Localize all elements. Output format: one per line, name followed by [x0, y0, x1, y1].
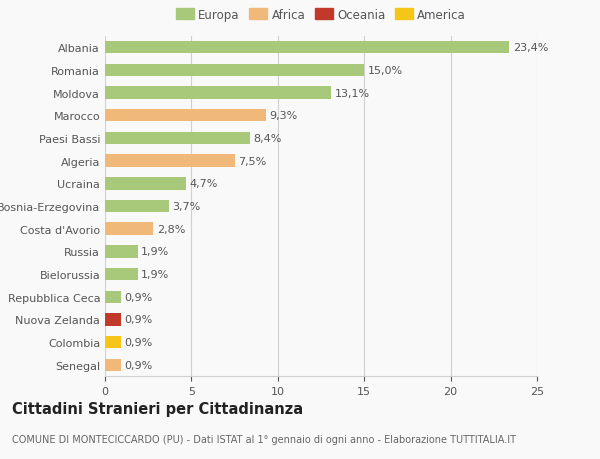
Text: 0,9%: 0,9% — [124, 315, 152, 325]
Text: 0,9%: 0,9% — [124, 360, 152, 370]
Bar — [105, 223, 154, 235]
Bar — [105, 313, 121, 326]
Text: 15,0%: 15,0% — [368, 66, 403, 76]
Text: 7,5%: 7,5% — [238, 156, 266, 166]
Text: 1,9%: 1,9% — [141, 269, 170, 280]
Text: 1,9%: 1,9% — [141, 247, 170, 257]
Bar — [105, 359, 121, 371]
Text: 4,7%: 4,7% — [190, 179, 218, 189]
Text: 9,3%: 9,3% — [269, 111, 298, 121]
Bar — [105, 178, 186, 190]
Bar — [105, 246, 138, 258]
Text: 3,7%: 3,7% — [172, 202, 200, 212]
Text: 0,9%: 0,9% — [124, 337, 152, 347]
Text: 13,1%: 13,1% — [335, 88, 370, 98]
Bar — [105, 110, 266, 122]
Bar — [105, 87, 331, 100]
Bar — [105, 42, 509, 54]
Bar — [105, 64, 364, 77]
Bar — [105, 336, 121, 349]
Bar — [105, 291, 121, 303]
Bar — [105, 155, 235, 168]
Text: COMUNE DI MONTECICCARDO (PU) - Dati ISTAT al 1° gennaio di ogni anno - Elaborazi: COMUNE DI MONTECICCARDO (PU) - Dati ISTA… — [12, 434, 516, 444]
Bar — [105, 132, 250, 145]
Legend: Europa, Africa, Oceania, America: Europa, Africa, Oceania, America — [173, 6, 469, 24]
Text: 23,4%: 23,4% — [513, 43, 548, 53]
Text: 0,9%: 0,9% — [124, 292, 152, 302]
Text: 8,4%: 8,4% — [254, 134, 282, 144]
Text: 2,8%: 2,8% — [157, 224, 185, 234]
Bar — [105, 200, 169, 213]
Bar — [105, 268, 138, 281]
Text: Cittadini Stranieri per Cittadinanza: Cittadini Stranieri per Cittadinanza — [12, 402, 303, 417]
